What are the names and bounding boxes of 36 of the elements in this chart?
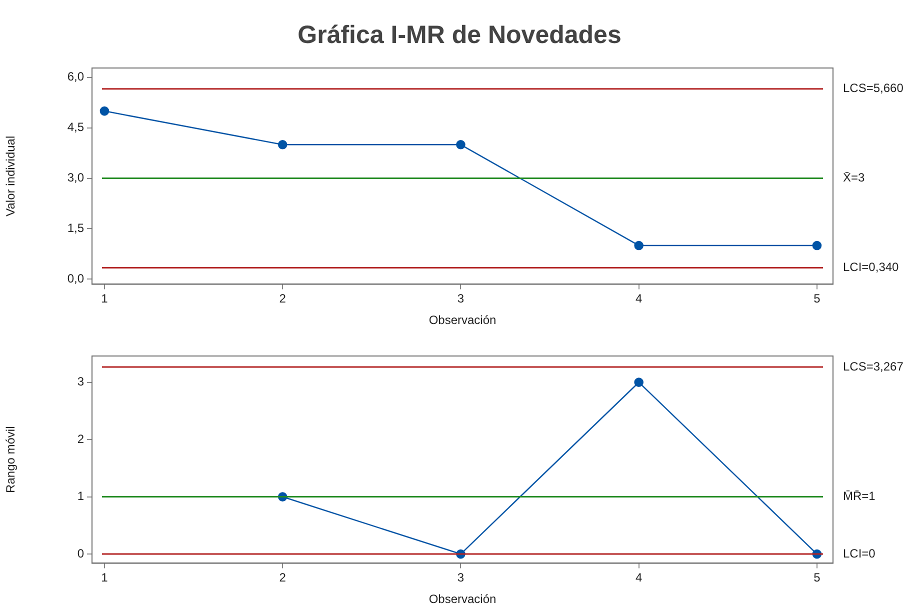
y-axis-title: Rango móvil	[4, 426, 18, 493]
x-tick-label: 1	[101, 292, 108, 306]
x-axis-title: Observación	[428, 313, 496, 328]
point	[100, 106, 110, 116]
x-tick-label: 3	[457, 570, 464, 585]
y-tick-label: 3	[77, 374, 84, 389]
point	[278, 140, 288, 150]
x-tick-label: 4	[636, 570, 642, 585]
y-tick-label: 1,5	[67, 221, 84, 236]
x-tick-label: 5	[814, 570, 821, 585]
ref-line-label: M̄R̄=1	[843, 489, 876, 504]
y-tick-label: 3,0	[67, 170, 84, 185]
y-tick-label: 0,0	[67, 271, 84, 286]
y-tick-label: 6,0	[67, 70, 84, 84]
point	[812, 240, 822, 250]
x-tick-label: 3	[457, 292, 464, 306]
point	[634, 378, 644, 387]
ref-line-label: LCS=3,267	[843, 359, 904, 374]
x-tick-label: 4	[636, 292, 642, 306]
ref-line-label: LCI=0	[843, 546, 876, 560]
x-tick-label: 5	[814, 292, 821, 306]
ref-line-label: LCS=5,660	[843, 81, 904, 96]
x-axis-title: Observación	[428, 592, 496, 606]
x-tick-label: 1	[101, 570, 108, 585]
y-tick-label: 2	[77, 432, 84, 446]
point	[634, 240, 644, 250]
y-tick-label: 0	[77, 546, 84, 560]
y-tick-label: 4,5	[67, 120, 84, 134]
x-tick-label: 2	[279, 570, 286, 585]
y-axis-title: Valor individual	[4, 136, 18, 216]
x-tick-label: 2	[279, 292, 286, 306]
point	[456, 140, 466, 150]
ref-line-label: X̄=3	[843, 170, 866, 185]
chart-title: Gráfica I-MR de Novedades	[296, 20, 622, 51]
ref-line-label: LCI=0,340	[843, 260, 900, 274]
y-tick-label: 1	[77, 489, 84, 504]
